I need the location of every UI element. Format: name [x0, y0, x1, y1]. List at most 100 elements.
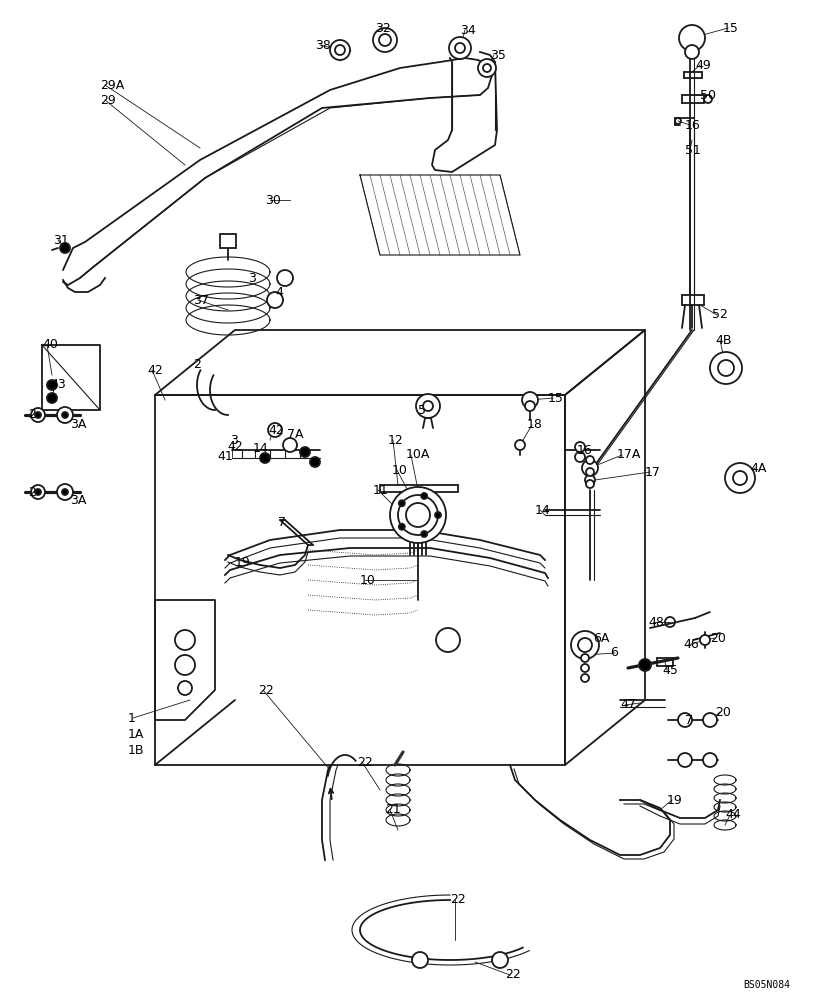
- Text: 20: 20: [709, 632, 725, 644]
- Circle shape: [398, 500, 405, 506]
- Circle shape: [581, 674, 588, 682]
- Circle shape: [638, 659, 650, 671]
- Text: 17: 17: [645, 466, 660, 479]
- Circle shape: [524, 401, 534, 411]
- Circle shape: [581, 664, 588, 672]
- Text: 12: 12: [387, 434, 403, 446]
- Text: 35: 35: [490, 49, 505, 62]
- Text: 2: 2: [28, 486, 36, 498]
- Circle shape: [174, 655, 195, 675]
- Text: 4: 4: [274, 286, 283, 300]
- Circle shape: [421, 493, 427, 499]
- Text: BS05N084: BS05N084: [742, 980, 789, 990]
- Text: 21: 21: [385, 803, 400, 816]
- Circle shape: [699, 635, 709, 645]
- Circle shape: [491, 952, 508, 968]
- Circle shape: [35, 489, 41, 495]
- Circle shape: [577, 638, 591, 652]
- Text: 4A: 4A: [749, 462, 766, 475]
- Text: 50: 50: [699, 89, 715, 102]
- Circle shape: [60, 243, 70, 253]
- Text: 3: 3: [247, 271, 256, 284]
- Circle shape: [260, 453, 269, 463]
- Text: 6: 6: [609, 646, 618, 660]
- Text: 3A: 3A: [70, 493, 86, 506]
- Text: 7: 7: [278, 516, 286, 530]
- Text: 18: 18: [527, 418, 542, 432]
- Text: 42: 42: [227, 440, 242, 454]
- Text: 10: 10: [391, 464, 407, 477]
- Text: 15: 15: [722, 22, 738, 35]
- Text: 14: 14: [253, 442, 269, 454]
- Text: 2: 2: [192, 359, 201, 371]
- Text: 29A: 29A: [100, 79, 124, 92]
- Text: 49: 49: [695, 59, 710, 72]
- Text: 29: 29: [100, 94, 115, 107]
- Circle shape: [581, 654, 588, 662]
- Text: 19: 19: [235, 556, 251, 570]
- Circle shape: [477, 59, 495, 77]
- Circle shape: [62, 412, 68, 418]
- Circle shape: [514, 440, 524, 450]
- Text: 11: 11: [373, 484, 388, 496]
- Text: 40: 40: [42, 338, 58, 352]
- Text: 37: 37: [192, 294, 209, 306]
- Text: 1: 1: [128, 711, 136, 724]
- Circle shape: [398, 524, 405, 530]
- Text: 30: 30: [265, 194, 281, 207]
- Text: 47: 47: [619, 698, 635, 711]
- Circle shape: [421, 531, 427, 537]
- Circle shape: [434, 512, 441, 518]
- Text: 7A: 7A: [287, 428, 303, 442]
- Text: 16: 16: [684, 119, 700, 132]
- Circle shape: [702, 753, 716, 767]
- Text: 7: 7: [684, 713, 692, 726]
- Text: 14: 14: [534, 504, 550, 516]
- Circle shape: [684, 45, 698, 59]
- Circle shape: [574, 452, 584, 462]
- Text: 22: 22: [356, 756, 373, 768]
- Circle shape: [411, 952, 428, 968]
- Circle shape: [397, 495, 437, 535]
- Text: 16: 16: [577, 444, 592, 456]
- Circle shape: [57, 407, 73, 423]
- Circle shape: [677, 713, 691, 727]
- Circle shape: [574, 442, 584, 452]
- Circle shape: [300, 447, 310, 457]
- Text: 44: 44: [724, 808, 740, 821]
- Circle shape: [570, 631, 598, 659]
- Circle shape: [581, 460, 597, 476]
- Text: 5: 5: [418, 403, 426, 416]
- Text: 4B: 4B: [714, 334, 731, 347]
- Text: 45: 45: [661, 664, 677, 676]
- Text: 2: 2: [28, 408, 36, 422]
- Circle shape: [724, 463, 754, 493]
- Circle shape: [57, 484, 73, 500]
- Text: 42: 42: [147, 363, 162, 376]
- Text: 3: 3: [229, 434, 238, 446]
- Circle shape: [329, 40, 350, 60]
- Circle shape: [390, 487, 446, 543]
- Text: 10A: 10A: [405, 448, 430, 462]
- Text: 31: 31: [53, 233, 69, 246]
- Text: 42: 42: [268, 424, 283, 436]
- Text: 3A: 3A: [70, 418, 86, 432]
- Circle shape: [449, 37, 470, 59]
- Text: 10: 10: [360, 574, 375, 586]
- Text: 1A: 1A: [128, 728, 144, 741]
- Circle shape: [283, 438, 296, 452]
- Circle shape: [47, 380, 57, 390]
- Text: 22: 22: [450, 894, 465, 906]
- Circle shape: [373, 28, 396, 52]
- Circle shape: [267, 292, 283, 308]
- Text: 6A: 6A: [592, 632, 609, 644]
- Circle shape: [677, 753, 691, 767]
- Circle shape: [31, 485, 45, 499]
- Circle shape: [586, 456, 593, 464]
- Circle shape: [586, 480, 593, 488]
- Text: 22: 22: [505, 968, 520, 981]
- Circle shape: [277, 270, 292, 286]
- Text: 34: 34: [459, 24, 475, 37]
- Circle shape: [62, 489, 68, 495]
- Text: 1B: 1B: [128, 743, 144, 756]
